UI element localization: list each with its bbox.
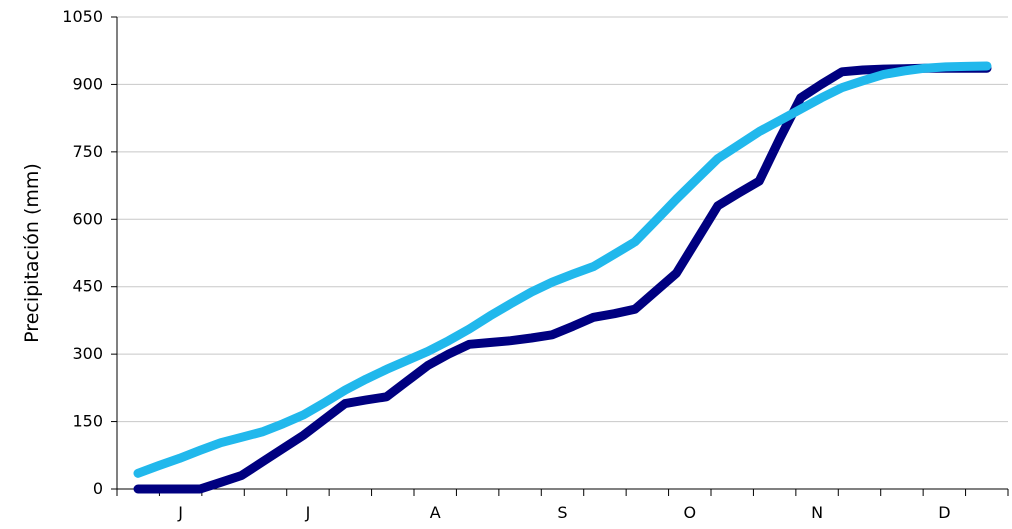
y-tick-label: 150 <box>72 412 103 431</box>
x-tick-label: J <box>177 503 183 522</box>
axes <box>111 16 1009 496</box>
x-tick-label: N <box>811 503 823 522</box>
y-tick-label: 0 <box>93 479 103 498</box>
x-tick-label: S <box>557 503 567 522</box>
y-tick-label: 300 <box>72 344 103 363</box>
x-tick-label: J <box>305 503 311 522</box>
y-tick-label: 600 <box>72 209 103 228</box>
x-tick-label: A <box>430 503 441 522</box>
y-tick-label: 900 <box>72 74 103 93</box>
gridlines <box>117 16 1008 423</box>
y-axis-title: Precipitación (mm) <box>21 163 43 343</box>
series-line-2 <box>133 61 992 478</box>
y-tick-label: 1050 <box>62 7 103 26</box>
series-lines <box>133 61 992 494</box>
y-tick-label: 750 <box>72 142 103 161</box>
x-tick-label: D <box>938 503 950 522</box>
x-tick-label: O <box>683 503 696 522</box>
y-tick-labels: 0 150 300 450 600 750 900 1050 <box>62 7 103 498</box>
series-line-1 <box>133 63 992 494</box>
y-tick-label: 450 <box>72 277 103 296</box>
